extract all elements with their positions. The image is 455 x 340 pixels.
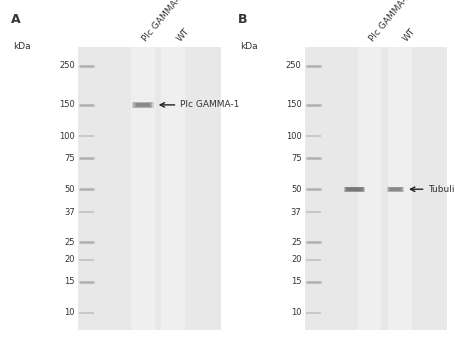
Bar [345,187,362,191]
Text: 10: 10 [64,308,75,317]
Text: 100: 100 [59,132,75,140]
Text: 50: 50 [64,185,75,194]
Text: 15: 15 [290,277,301,286]
Text: 250: 250 [59,61,75,70]
Text: WT: WT [175,27,191,44]
Text: Tubulin: Tubulin [427,185,455,194]
Text: A: A [11,13,21,27]
Bar [347,188,360,191]
Text: WT: WT [401,27,417,44]
Text: 75: 75 [64,154,75,163]
Text: 150: 150 [59,100,75,109]
Bar [304,47,446,330]
Text: Plc GAMMA-1 KO: Plc GAMMA-1 KO [141,0,195,44]
Text: 20: 20 [290,255,301,264]
Bar [78,47,220,330]
Text: 25: 25 [64,238,75,247]
Bar [344,187,363,191]
Text: 37: 37 [64,208,75,217]
Bar [387,187,402,191]
Bar [348,188,359,191]
Bar [137,103,148,106]
Bar [357,47,380,330]
Text: 37: 37 [290,208,301,217]
Bar [138,104,147,106]
Bar [136,103,150,107]
Bar [161,47,185,330]
Text: 75: 75 [290,154,301,163]
Text: 100: 100 [285,132,301,140]
Bar [387,47,410,330]
Text: 10: 10 [290,308,301,317]
Text: kDa: kDa [239,42,257,51]
Text: kDa: kDa [13,42,31,51]
Text: 20: 20 [64,255,75,264]
Text: B: B [238,13,247,27]
Bar [133,102,152,107]
Bar [390,188,399,191]
Bar [131,47,154,330]
Text: Plc GAMMA-1 KO: Plc GAMMA-1 KO [366,0,421,44]
Text: 250: 250 [285,61,301,70]
Bar [134,103,151,107]
Bar [132,102,153,108]
Text: 25: 25 [290,238,301,247]
Bar [389,188,400,191]
Text: 150: 150 [285,100,301,109]
Text: Plc GAMMA-1: Plc GAMMA-1 [179,100,238,109]
Text: 50: 50 [290,185,301,194]
Text: 15: 15 [64,277,75,286]
Bar [343,187,364,192]
Bar [386,187,403,192]
Bar [388,187,401,191]
